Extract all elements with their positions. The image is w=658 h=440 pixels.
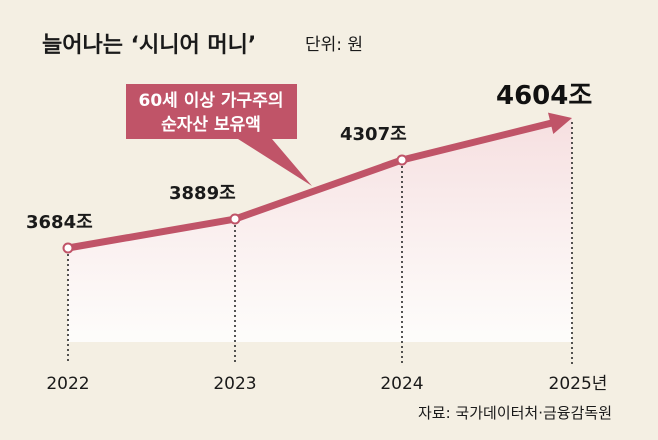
chart-title: 늘어나는 ‘시니어 머니’ bbox=[42, 33, 256, 58]
callout-line-1: 60세 이상 가구주의 bbox=[139, 91, 284, 111]
data-point bbox=[62, 242, 74, 254]
value-label: 3684조 bbox=[26, 212, 93, 233]
source-note: 자료: 국가데이터처·금융감독원 bbox=[418, 404, 612, 422]
data-points bbox=[62, 154, 408, 254]
data-point bbox=[396, 154, 408, 166]
callout-line-2: 순자산 보유액 bbox=[161, 115, 261, 135]
value-labels: 3684조 3889조 4307조 4604조 bbox=[26, 81, 592, 233]
unit-label: 단위: 원 bbox=[305, 35, 363, 55]
value-label: 4604조 bbox=[496, 81, 592, 111]
callout: 60세 이상 가구주의 순자산 보유액 bbox=[126, 84, 312, 186]
series-line bbox=[64, 119, 557, 252]
guide-lines bbox=[67, 122, 573, 364]
value-label: 3889조 bbox=[169, 183, 236, 204]
x-tick-label: 2023 bbox=[213, 374, 256, 394]
area-fill bbox=[68, 118, 572, 342]
data-point bbox=[229, 213, 241, 225]
x-tick-label: 2024 bbox=[380, 374, 423, 394]
x-axis-ticks: 2022 2023 2024 2025년 bbox=[46, 374, 607, 394]
x-tick-label: 2022 bbox=[46, 374, 89, 394]
x-tick-label: 2025년 bbox=[549, 374, 608, 394]
value-label: 4307조 bbox=[340, 124, 407, 145]
arrow-head-icon bbox=[548, 112, 572, 134]
callout-box bbox=[126, 84, 312, 186]
